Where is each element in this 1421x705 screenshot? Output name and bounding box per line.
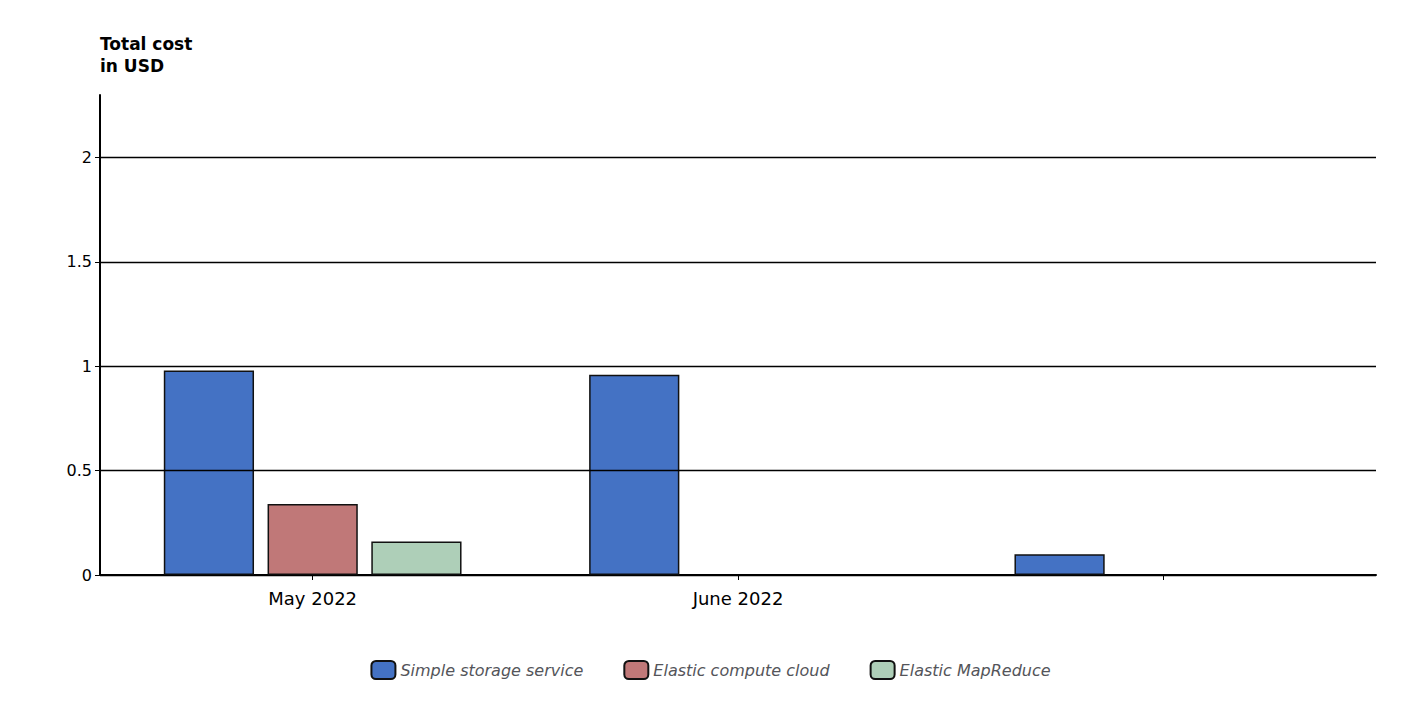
svg-text:Simple storage service: Simple storage service <box>400 661 583 680</box>
svg-text:May 2022: May 2022 <box>268 588 357 609</box>
svg-text:1.5: 1.5 <box>67 252 92 271</box>
svg-text:0.5: 0.5 <box>67 461 92 480</box>
svg-text:Total cost: Total cost <box>100 34 192 54</box>
svg-text:Elastic MapReduce: Elastic MapReduce <box>900 661 1051 680</box>
svg-text:in USD: in USD <box>100 56 164 76</box>
svg-text:June 2022: June 2022 <box>692 588 784 609</box>
svg-text:2: 2 <box>82 148 92 167</box>
svg-text:1: 1 <box>82 357 92 376</box>
svg-text:0: 0 <box>82 566 92 585</box>
svg-text:Elastic compute cloud: Elastic compute cloud <box>653 661 830 680</box>
